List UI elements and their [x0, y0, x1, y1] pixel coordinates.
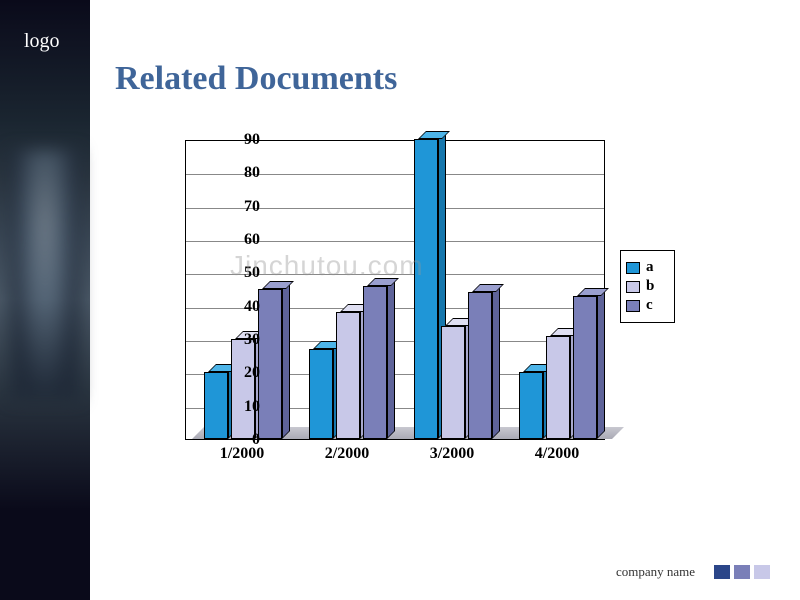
- bar-a: [519, 372, 543, 439]
- x-axis-label: 2/2000: [302, 445, 392, 463]
- legend-label: b: [646, 278, 654, 295]
- bar-b: [231, 339, 255, 439]
- y-axis-label: 20: [210, 364, 260, 382]
- bar-a: [414, 139, 438, 439]
- bar-c: [468, 292, 492, 439]
- x-axis-label: 3/2000: [407, 445, 497, 463]
- chart-plot-area: [185, 140, 605, 440]
- legend-item: c: [626, 297, 669, 314]
- chart-legend: abc: [620, 250, 675, 323]
- bar-b: [336, 312, 360, 439]
- legend-item: b: [626, 278, 669, 295]
- bar-chart: abc 01020304050607080901/20002/20003/200…: [130, 130, 690, 520]
- logo-text: logo: [24, 30, 60, 53]
- y-axis-label: 10: [210, 398, 260, 416]
- y-axis-label: 30: [210, 331, 260, 349]
- legend-swatch: [626, 300, 640, 312]
- legend-swatch: [626, 281, 640, 293]
- legend-label: c: [646, 297, 653, 314]
- x-axis-label: 4/2000: [512, 445, 602, 463]
- footer-swatch: [734, 565, 750, 579]
- y-axis-label: 60: [210, 231, 260, 249]
- bar-a: [309, 349, 333, 439]
- footer-company-name: company name: [616, 564, 695, 580]
- legend-item: a: [626, 259, 669, 276]
- bar-c: [363, 286, 387, 439]
- footer-swatch: [714, 565, 730, 579]
- page-title: Related Documents: [115, 60, 397, 98]
- legend-label: a: [646, 259, 654, 276]
- y-axis-label: 40: [210, 298, 260, 316]
- y-axis-label: 80: [210, 164, 260, 182]
- x-axis-label: 1/2000: [197, 445, 287, 463]
- y-axis-label: 70: [210, 198, 260, 216]
- bar-b: [546, 336, 570, 439]
- footer-swatch: [754, 565, 770, 579]
- footer: company name: [616, 564, 770, 580]
- legend-swatch: [626, 262, 640, 274]
- bar-c: [258, 289, 282, 439]
- bar-c: [573, 296, 597, 439]
- y-axis-label: 90: [210, 131, 260, 149]
- sidebar-panel: [0, 0, 90, 600]
- bar-b: [441, 326, 465, 439]
- y-axis-label: 50: [210, 264, 260, 282]
